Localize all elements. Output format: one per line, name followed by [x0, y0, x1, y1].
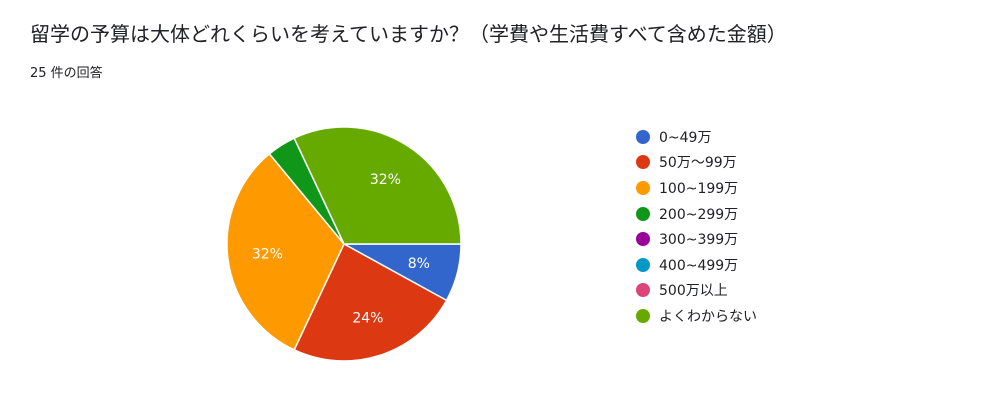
legend-swatch-5: [636, 257, 650, 272]
pie-slice-1[interactable]: [293, 242, 448, 362]
legend: 0~49万 50万〜99万 100~199万 200~299万 300~399万 400~…: [636, 124, 757, 329]
legend-label-4: 300~399万: [659, 232, 739, 249]
legend-swatch-2: [636, 180, 650, 195]
slice-label-7: 32%: [370, 172, 401, 188]
legend-item-3[interactable]: 200~299万: [636, 201, 757, 227]
legend-swatch-4: [636, 232, 650, 247]
legend-item-0[interactable]: 0~49万: [636, 124, 757, 150]
slice-label-1: 24%: [352, 310, 383, 326]
legend-item-2[interactable]: 100~199万: [636, 175, 757, 201]
legend-label-7: よくわからない: [659, 308, 757, 325]
legend-item-5[interactable]: 400~499万: [636, 252, 757, 278]
legend-label-6: 500万以上: [659, 283, 728, 300]
slice-label-2: 32%: [252, 247, 283, 263]
response-count: 25 件の回答: [30, 66, 103, 81]
pie-slice-2[interactable]: [226, 152, 345, 351]
legend-item-7[interactable]: よくわからない: [636, 303, 757, 329]
legend-item-1[interactable]: 50万〜99万: [636, 150, 757, 176]
legend-swatch-3: [636, 206, 650, 221]
legend-swatch-1: [636, 155, 650, 170]
legend-swatch-7: [636, 308, 650, 323]
legend-label-5: 400~499万: [659, 257, 739, 274]
slice-label-0: 8%: [408, 256, 430, 272]
legend-swatch-6: [636, 283, 650, 298]
legend-swatch-0: [636, 129, 650, 144]
legend-label-3: 200~299万: [659, 206, 739, 223]
legend-label-1: 50万〜99万: [659, 155, 737, 172]
legend-item-6[interactable]: 500万以上: [636, 278, 757, 304]
pie-slice-7[interactable]: [293, 126, 462, 245]
legend-label-2: 100~199万: [659, 180, 739, 197]
legend-item-4[interactable]: 300~399万: [636, 226, 757, 252]
chart-title: 留学の予算は大体どれくらいを考えていますか？（学費や生活費すべて含めた金額）: [30, 22, 787, 46]
legend-label-0: 0~49万: [659, 129, 712, 146]
